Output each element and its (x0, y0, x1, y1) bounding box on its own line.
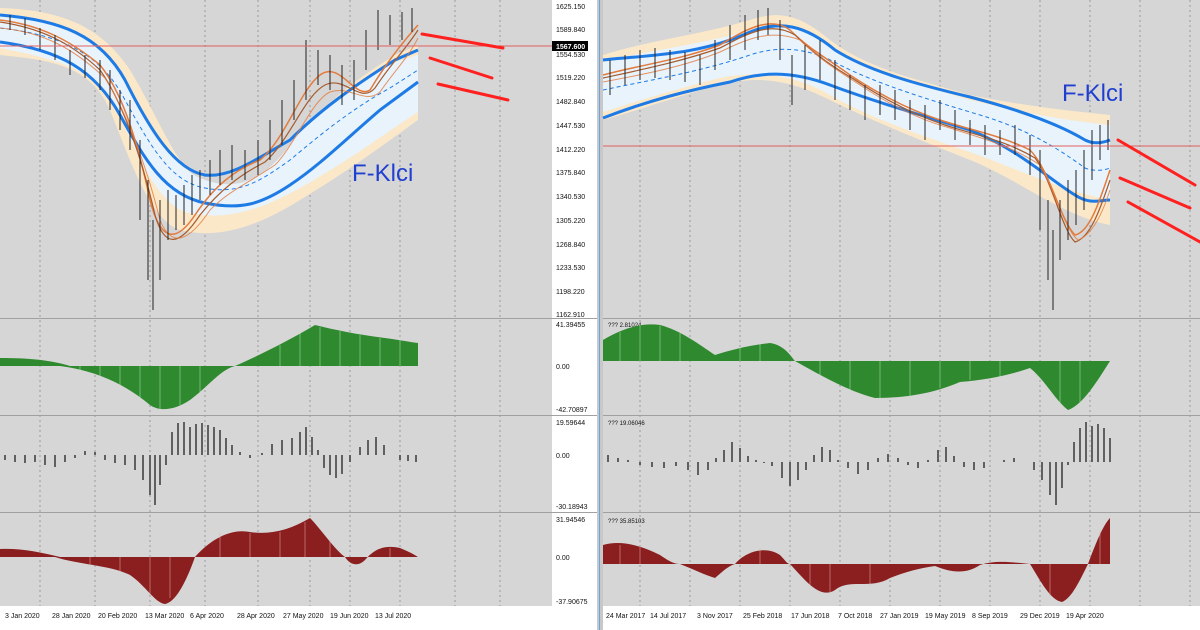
left-price-tick: 1482.840 (556, 99, 585, 106)
right-time-tick: 14 Jul 2017 (650, 613, 686, 620)
right-time-axis-labels: 24 Mar 2017 14 Jul 2017 3 Nov 2017 25 Fe… (606, 613, 1104, 620)
osc3-tick: 0.00 (556, 555, 570, 562)
left-price-tick: 1519.220 (556, 75, 585, 82)
left-osc3-axis: 31.94546 0.00 -37.90675 (556, 517, 588, 606)
left-osc2-panel[interactable] (0, 416, 552, 512)
right-blue-mid (602, 48, 1111, 171)
osc3-tick: 31.94546 (556, 517, 585, 524)
right-osc1-histogram (603, 324, 1110, 410)
left-price-tick: 1233.530 (556, 265, 585, 272)
left-red-trend-lines (420, 32, 510, 102)
current-price-badge (552, 41, 588, 51)
left-time-tick: 3 Jan 2020 (5, 613, 40, 620)
right-osc2-header: ??? 19.06046 (608, 421, 645, 427)
right-osc3-header: ??? 35.85103 (608, 519, 645, 525)
right-time-tick: 17 Jun 2018 (791, 613, 830, 620)
right-osc3-histogram (603, 518, 1110, 602)
left-price-bars (9, 8, 413, 310)
right-time-tick: 29 Dec 2019 (1020, 613, 1060, 620)
left-symbol-label: F-Klci (352, 160, 413, 187)
left-grid (39, 0, 501, 606)
left-time-tick: 27 May 2020 (283, 613, 324, 620)
left-price-tick: 1305.220 (556, 218, 585, 225)
left-band-inner (0, 15, 418, 216)
left-osc2-axis: 19.59644 0.00 -30.18943 (556, 420, 588, 511)
left-price-tick: 1625.150 (556, 4, 585, 11)
right-ma-3 (602, 34, 1111, 241)
right-price-bars (609, 8, 1109, 310)
left-osc1-histogram (0, 325, 418, 410)
left-price-scale (552, 0, 597, 606)
osc3-tick: -37.90675 (556, 599, 588, 606)
left-time-tick: 13 Mar 2020 (145, 613, 184, 620)
left-price-tick: 1268.840 (556, 242, 585, 249)
left-price-tick: 1162.910 (556, 312, 585, 319)
right-time-tick: 19 May 2019 (925, 613, 966, 620)
left-blue-upper (0, 13, 419, 177)
right-osc2-panel[interactable] (603, 416, 1200, 512)
left-time-tick: 6 Apr 2020 (190, 613, 224, 620)
right-time-tick: 8 Sep 2019 (972, 613, 1008, 620)
osc1-tick: -42.70897 (556, 407, 588, 414)
right-symbol-label: F-Klci (1062, 80, 1123, 107)
right-band-inner (603, 25, 1110, 200)
osc2-tick: 19.59644 (556, 420, 585, 427)
left-chart-window: F-Klci 1625.150 1589.840 1567.600 1554.5… (0, 0, 597, 630)
right-osc1-header: ??? 2.81024 (608, 323, 642, 329)
left-osc3-histogram (0, 518, 418, 604)
left-time-tick: 20 Feb 2020 (98, 613, 137, 620)
osc2-tick: 0.00 (556, 453, 570, 460)
left-price-tick: 1198.220 (556, 289, 585, 296)
right-time-tick: 3 Nov 2017 (697, 613, 733, 620)
left-ma-2 (0, 21, 419, 240)
left-time-tick: 19 Jun 2020 (330, 613, 369, 620)
left-osc1-axis: 41.39455 0.00 -42.70897 (556, 322, 588, 414)
left-price-tick: 1375.840 (556, 170, 585, 177)
right-time-axis (603, 606, 1200, 630)
right-chart-window: F-Klci ??? 2.81024 ??? 19.06046 (602, 0, 1200, 630)
left-time-axis (0, 606, 597, 630)
right-time-tick: 25 Feb 2018 (743, 613, 782, 620)
right-red-trend-lines (1116, 138, 1200, 244)
left-time-tick: 28 Jan 2020 (52, 613, 91, 620)
osc1-tick: 0.00 (556, 364, 570, 371)
left-time-tick: 28 Apr 2020 (237, 613, 275, 620)
right-time-tick: 24 Mar 2017 (606, 613, 645, 620)
right-osc3-panel[interactable] (603, 513, 1200, 606)
right-time-tick: 27 Jan 2019 (880, 613, 919, 620)
left-time-axis-labels: 3 Jan 2020 28 Jan 2020 20 Feb 2020 13 Ma… (5, 613, 411, 620)
right-time-tick: 7 Oct 2018 (838, 613, 872, 620)
left-price-tick: 1340.530 (556, 194, 585, 201)
left-price-axis: 1625.150 1589.840 1567.600 1554.530 1519… (552, 4, 588, 319)
left-price-tick: 1447.530 (556, 123, 585, 130)
left-osc2-histogram (4, 422, 417, 505)
left-ma-1 (0, 19, 419, 235)
osc1-tick: 41.39455 (556, 322, 585, 329)
left-price-tick: 1412.220 (556, 147, 585, 154)
right-ma-2 (602, 28, 1111, 243)
left-blue-lower (0, 40, 419, 208)
left-price-tick: 1589.840 (556, 27, 585, 34)
left-ma-3 (0, 27, 419, 239)
right-time-tick: 19 Apr 2020 (1066, 613, 1104, 620)
left-time-tick: 13 Jul 2020 (375, 613, 411, 620)
right-osc2-histogram (607, 422, 1111, 505)
osc2-tick: -30.18943 (556, 504, 588, 511)
left-price-tick: 1554.530 (556, 52, 585, 59)
current-price-text: 1567.600 (556, 44, 585, 51)
